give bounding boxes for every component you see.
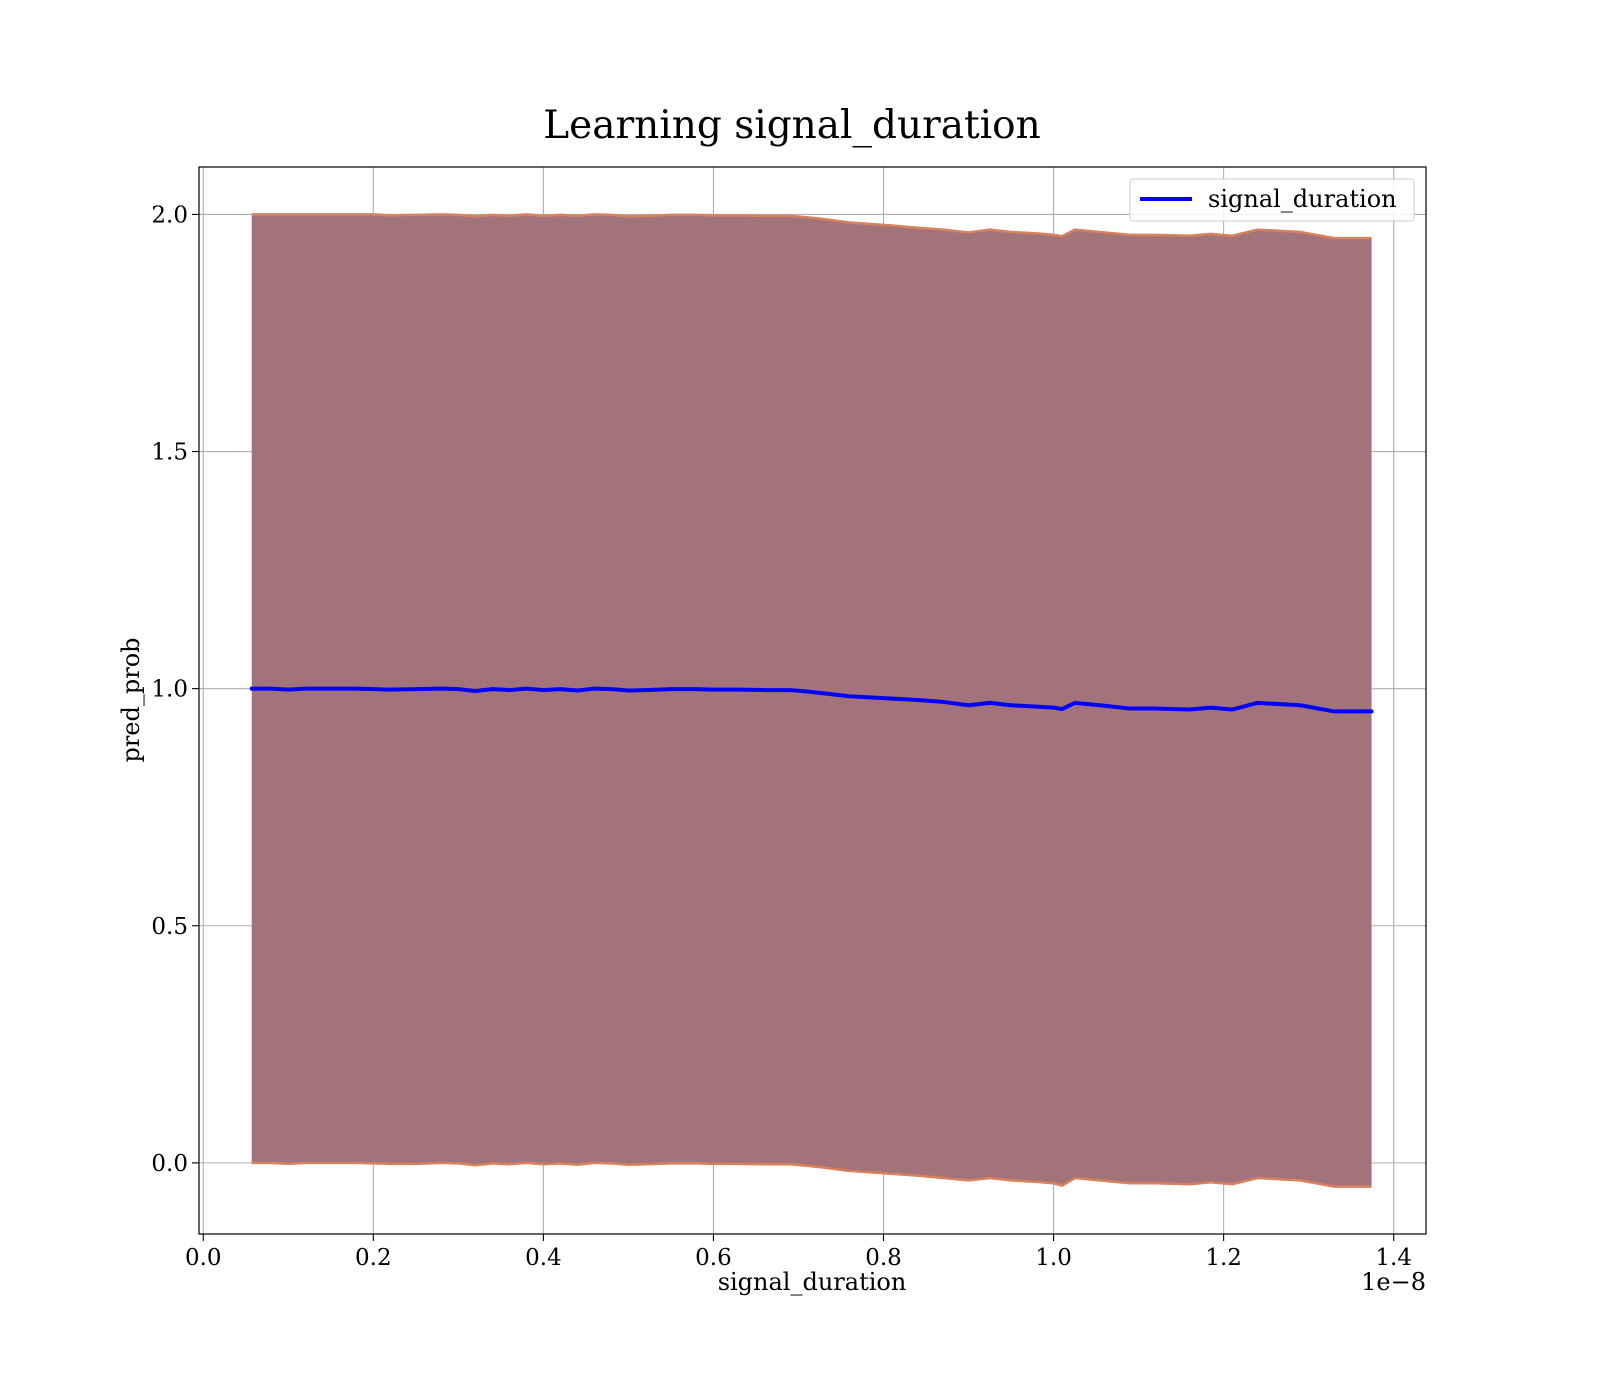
confidence-band bbox=[251, 213, 1372, 1188]
x-tick-label: 1.4 bbox=[1375, 1245, 1412, 1271]
y-tick-label: 0.5 bbox=[151, 914, 188, 940]
x-tick-label: 0.2 bbox=[355, 1245, 392, 1271]
x-axis: 0.0 0.2 0.4 0.6 0.8 1.0 1.2 1.4 bbox=[185, 1234, 1412, 1271]
legend-entry-signal-duration: signal_duration bbox=[1208, 185, 1397, 213]
chart-title: Learning signal_duration bbox=[543, 103, 1040, 148]
y-axis-label: pred_prob bbox=[117, 637, 145, 762]
x-tick-label: 0.8 bbox=[865, 1245, 902, 1271]
y-tick-label: 0.0 bbox=[151, 1151, 188, 1177]
plot-frame bbox=[198, 166, 1427, 1235]
band-lower-edge bbox=[251, 1161, 1372, 1188]
x-tick-label: 1.2 bbox=[1205, 1245, 1242, 1271]
x-tick-label: 0.0 bbox=[185, 1245, 222, 1271]
y-axis: 0.0 0.5 1.0 1.5 2.0 bbox=[151, 202, 199, 1177]
x-axis-offset-label: 1e−8 bbox=[1361, 1268, 1426, 1296]
series-line-signal-duration bbox=[249, 686, 1374, 714]
legend-box bbox=[1129, 178, 1415, 222]
y-tick-label: 1.0 bbox=[151, 677, 188, 703]
confidence-band-area bbox=[251, 214, 1372, 1187]
y-tick-label: 1.5 bbox=[151, 440, 188, 466]
legend: signal_duration bbox=[1129, 178, 1415, 222]
x-axis-label: signal_duration bbox=[718, 1268, 907, 1296]
x-tick-label: 0.6 bbox=[695, 1245, 732, 1271]
y-tick-label: 2.0 bbox=[151, 202, 188, 228]
x-tick-label: 1.0 bbox=[1035, 1245, 1072, 1271]
x-tick-label: 0.4 bbox=[525, 1245, 562, 1271]
band-upper-edge bbox=[251, 213, 1372, 240]
series-layer bbox=[249, 686, 1374, 714]
